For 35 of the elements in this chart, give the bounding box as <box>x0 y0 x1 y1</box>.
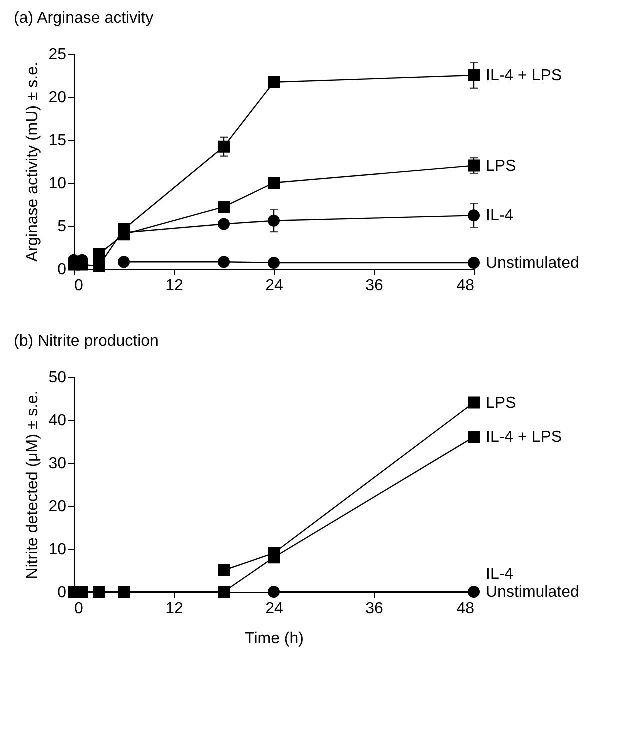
x-axis-title: Time (h) <box>245 630 304 648</box>
series-label: LPS <box>486 158 516 175</box>
series-label: IL-4 + LPS <box>486 68 562 84</box>
y-tick-label: 10 <box>48 176 67 192</box>
series-label: LPS <box>486 394 516 412</box>
y-tick-label: 50 <box>48 370 67 386</box>
y-tick-label: 0 <box>58 262 67 278</box>
y-tick-label: 15 <box>48 132 67 150</box>
y-axis-title: Arginase activity (mU) ± s.e. <box>24 62 42 262</box>
y-tick-label: 0 <box>58 584 67 602</box>
series-label: IL-4 + LPS <box>486 429 562 446</box>
x-tick-label: 48 <box>456 600 475 618</box>
chart-title: (b) Nitrite production <box>14 333 159 350</box>
x-tick-label: 0 <box>74 600 84 618</box>
x-tick-label: 24 <box>266 600 284 618</box>
y-tick-label: 10 <box>48 542 67 558</box>
legend-label: IL-4 <box>486 566 514 583</box>
legend-label: Unstimulated <box>486 584 580 601</box>
x-tick-label: 24 <box>266 278 284 294</box>
series-label: Unstimulated <box>486 254 580 272</box>
y-axis-title: Nitrite detected (μM) ± s.e. <box>24 390 42 580</box>
y-tick-label: 20 <box>48 90 67 106</box>
series-label: IL-4 <box>486 208 514 225</box>
y-tick-label: 5 <box>58 218 67 236</box>
y-tick-label: 40 <box>48 412 67 430</box>
y-tick-label: 20 <box>48 498 67 516</box>
x-tick-label: 12 <box>166 278 184 294</box>
x-tick-label: 36 <box>366 278 384 294</box>
chart-title: (a) Arginase activity <box>14 10 154 27</box>
y-tick-label: 25 <box>48 46 67 64</box>
x-tick-label: 48 <box>456 278 475 294</box>
x-tick-label: 0 <box>74 278 84 294</box>
x-tick-label: 12 <box>166 600 184 618</box>
x-tick-label: 36 <box>366 600 384 618</box>
y-tick-label: 30 <box>48 456 67 472</box>
